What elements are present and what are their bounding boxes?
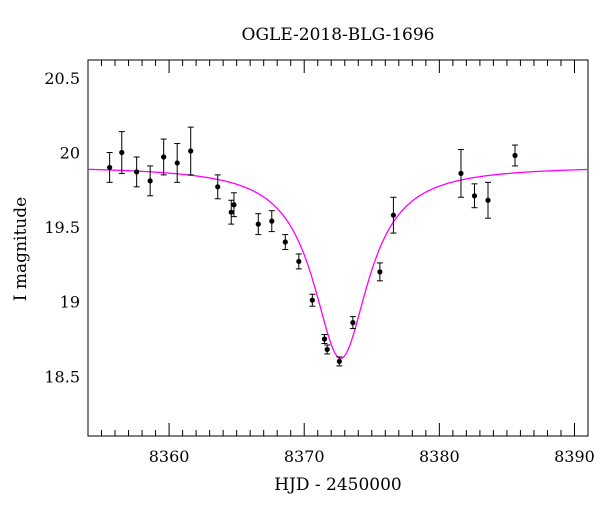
data-point	[321, 336, 328, 342]
x-tick-label: 8370	[284, 447, 325, 466]
y-tick-label: 18.5	[44, 367, 80, 386]
data-point	[134, 169, 140, 175]
y-tick-label: 19	[60, 293, 80, 312]
data-point	[107, 164, 113, 171]
data-point	[282, 239, 288, 245]
x-tick-label: 8390	[554, 447, 595, 466]
y-tick-label: 20.5	[44, 69, 80, 88]
data-point	[458, 170, 464, 176]
data-point	[309, 297, 315, 303]
data-point	[174, 160, 180, 166]
data-point	[119, 149, 125, 156]
data-point	[485, 197, 491, 203]
data-point	[231, 202, 237, 208]
data-point	[390, 212, 397, 218]
data-point	[255, 221, 261, 227]
data-point	[377, 269, 383, 275]
y-axis-label: I magnitude	[11, 197, 31, 301]
data-point	[215, 184, 221, 190]
data-point	[350, 320, 356, 326]
data-point	[188, 148, 194, 154]
model-curve	[87, 168, 589, 360]
y-tick-label: 19.5	[44, 218, 80, 237]
data-point	[336, 358, 342, 364]
data-point	[324, 346, 330, 353]
x-tick-label: 8360	[149, 447, 190, 466]
data-point	[471, 193, 478, 199]
y-tick-label: 20	[60, 144, 80, 163]
plot-frame	[87, 59, 589, 437]
data-point	[228, 209, 234, 215]
data-point	[296, 258, 302, 265]
data-point	[147, 178, 153, 184]
data-point	[161, 154, 167, 160]
data-point	[269, 218, 275, 224]
plot-area: 8360 8370 8380 8390 18.5 19 19.5 20 20.5	[44, 59, 595, 466]
x-axis-label: HJD - 2450000	[274, 475, 402, 495]
x-tick-label: 8380	[419, 447, 460, 466]
data-point	[512, 152, 518, 159]
chart-title: OGLE-2018-BLG-1696	[242, 25, 435, 45]
